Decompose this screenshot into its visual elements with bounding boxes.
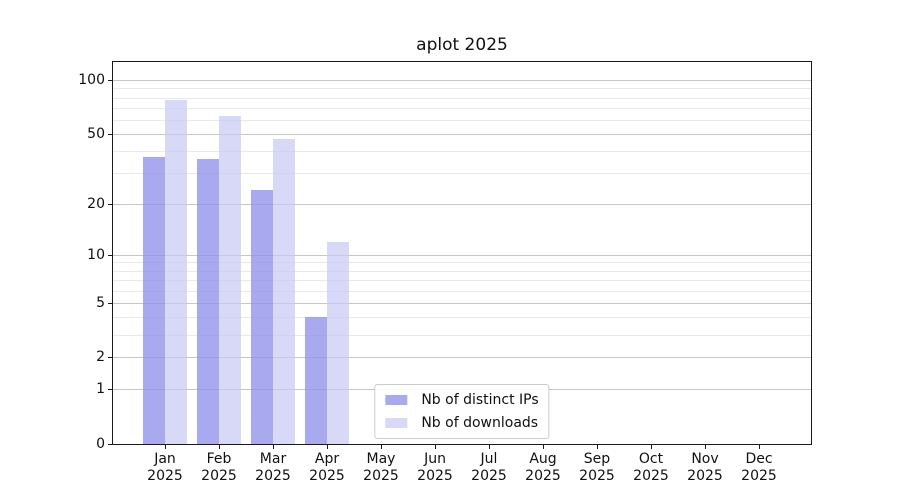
bar-distinct-ips bbox=[251, 190, 273, 444]
legend: Nb of distinct IPs Nb of downloads bbox=[374, 384, 550, 439]
major-gridline bbox=[113, 203, 811, 205]
x-tick-mark bbox=[327, 445, 328, 449]
legend-label-downloads: Nb of downloads bbox=[421, 415, 539, 431]
y-tick-label: 20 bbox=[87, 195, 105, 212]
y-tick-mark bbox=[108, 444, 112, 445]
minor-gridline bbox=[113, 97, 811, 99]
legend-label-distinct-ips: Nb of distinct IPs bbox=[421, 392, 539, 408]
y-tick-label: 100 bbox=[78, 72, 105, 89]
y-tick-label: 50 bbox=[87, 125, 105, 142]
y-tick-mark bbox=[108, 302, 112, 304]
x-tick-label: May 2025 bbox=[363, 451, 399, 484]
y-tick-label: 5 bbox=[96, 294, 105, 311]
x-tick-mark bbox=[759, 445, 760, 449]
legend-item-distinct-ips: Nb of distinct IPs bbox=[385, 391, 539, 409]
x-tick-label: Mar 2025 bbox=[255, 451, 291, 484]
x-tick-mark bbox=[273, 445, 274, 449]
distinct-ips-swatch bbox=[385, 395, 408, 405]
y-tick-label: 2 bbox=[96, 349, 105, 366]
bar-distinct-ips bbox=[305, 317, 327, 444]
minor-gridline bbox=[113, 334, 811, 336]
y-tick-mark bbox=[108, 80, 112, 82]
x-tick-label: Jul 2025 bbox=[471, 451, 507, 484]
bar-distinct-ips bbox=[197, 159, 219, 444]
downloads-swatch bbox=[385, 418, 408, 428]
minor-gridline bbox=[113, 280, 811, 281]
minor-gridline bbox=[113, 173, 811, 175]
y-tick-mark bbox=[108, 254, 112, 256]
y-tick-label: 10 bbox=[87, 246, 105, 263]
minor-gridline bbox=[113, 107, 811, 109]
bar-downloads bbox=[273, 138, 295, 444]
y-tick-mark bbox=[108, 203, 112, 205]
x-tick-mark bbox=[381, 445, 382, 449]
bar-downloads bbox=[327, 241, 349, 444]
x-tick-label: Nov 2025 bbox=[687, 451, 723, 484]
bar-distinct-ips bbox=[143, 157, 165, 444]
x-tick-mark bbox=[219, 445, 220, 449]
minor-gridline bbox=[113, 119, 811, 121]
minor-gridline bbox=[113, 270, 811, 272]
major-gridline bbox=[113, 80, 811, 82]
major-gridline bbox=[113, 254, 811, 256]
minor-gridline bbox=[113, 262, 811, 264]
x-tick-label: Apr 2025 bbox=[309, 451, 345, 484]
minor-gridline bbox=[113, 151, 811, 153]
minor-gridline bbox=[113, 88, 811, 90]
major-gridline bbox=[113, 302, 811, 304]
y-tick-mark bbox=[108, 389, 112, 391]
x-tick-mark bbox=[489, 445, 490, 449]
y-tick-label: 1 bbox=[96, 381, 105, 398]
y-tick-mark bbox=[108, 357, 112, 359]
x-tick-mark bbox=[705, 445, 706, 449]
x-tick-label: Dec 2025 bbox=[741, 451, 777, 484]
major-gridline bbox=[113, 357, 811, 359]
x-tick-label: Feb 2025 bbox=[201, 451, 237, 484]
minor-gridline bbox=[113, 290, 811, 292]
x-tick-mark bbox=[597, 445, 598, 449]
x-tick-label: Oct 2025 bbox=[633, 451, 669, 484]
y-tick-mark bbox=[108, 133, 112, 135]
plot-area: Nb of distinct IPs Nb of downloads bbox=[112, 61, 812, 445]
major-gridline bbox=[113, 133, 811, 135]
chart-title: aplot 2025 bbox=[416, 35, 508, 55]
x-tick-mark bbox=[543, 445, 544, 449]
x-tick-mark bbox=[651, 445, 652, 449]
legend-item-downloads: Nb of downloads bbox=[385, 414, 538, 432]
x-tick-label: Jan 2025 bbox=[147, 451, 183, 484]
y-tick-label: 0 bbox=[96, 436, 105, 452]
x-tick-label: Sep 2025 bbox=[579, 451, 615, 484]
bar-downloads bbox=[219, 116, 241, 444]
x-tick-mark bbox=[165, 445, 166, 449]
x-tick-label: Jun 2025 bbox=[417, 451, 453, 484]
bar-downloads bbox=[165, 100, 187, 444]
x-tick-label: Aug 2025 bbox=[525, 451, 561, 484]
minor-gridline bbox=[113, 317, 811, 319]
x-tick-mark bbox=[435, 445, 436, 449]
